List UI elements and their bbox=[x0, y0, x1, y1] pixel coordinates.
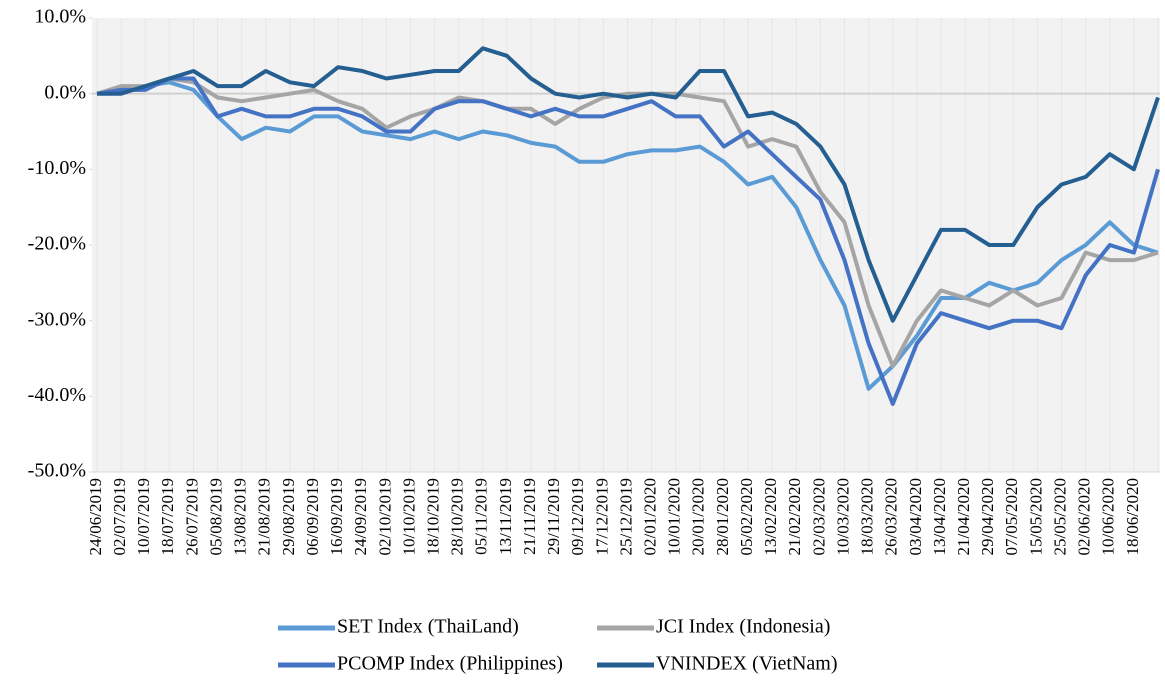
x-tick-label: 02/01/2020 bbox=[641, 478, 660, 555]
x-tick-label: 29/11/2019 bbox=[544, 478, 563, 555]
x-tick-label: 16/09/2019 bbox=[327, 478, 346, 555]
x-tick-label: 18/10/2019 bbox=[423, 478, 442, 555]
series-line bbox=[96, 76, 1160, 406]
y-tick-label: 10.0% bbox=[34, 6, 86, 28]
x-tick-label: 25/05/2020 bbox=[1050, 478, 1069, 555]
y-tick-label: -30.0% bbox=[28, 308, 86, 330]
legend-label: SET Index (ThaiLand) bbox=[337, 616, 519, 638]
x-tick-label: 18/07/2019 bbox=[158, 478, 177, 555]
legend-label: VNINDEX (VietNam) bbox=[656, 653, 838, 675]
x-tick-label: 05/02/2020 bbox=[737, 478, 756, 555]
x-tick-label: 18/06/2020 bbox=[1123, 478, 1142, 555]
y-tick-label: -20.0% bbox=[28, 233, 86, 255]
x-tick-label: 10/06/2020 bbox=[1099, 478, 1118, 555]
x-tick-label: 21/04/2020 bbox=[954, 478, 973, 555]
x-tick-label: 29/04/2020 bbox=[978, 478, 997, 555]
x-tick-label: 02/07/2019 bbox=[110, 478, 129, 555]
x-tick-label: 02/03/2020 bbox=[809, 478, 828, 555]
x-tick-label: 07/05/2020 bbox=[1002, 478, 1021, 555]
x-tick-label: 05/08/2019 bbox=[206, 478, 225, 555]
x-tick-label: 05/11/2019 bbox=[472, 478, 491, 555]
x-tick-label: 24/09/2019 bbox=[351, 478, 370, 555]
series-line bbox=[96, 80, 1159, 391]
x-tick-label: 10/03/2020 bbox=[833, 478, 852, 555]
legend-label: PCOMP Index (Philippines) bbox=[337, 653, 563, 675]
x-tick-label: 09/12/2019 bbox=[568, 478, 587, 555]
x-tick-label: 17/12/2019 bbox=[592, 478, 611, 555]
x-tick-label: 18/03/2020 bbox=[858, 478, 877, 555]
x-tick-label: 06/09/2019 bbox=[303, 478, 322, 555]
x-tick-label: 02/10/2019 bbox=[375, 478, 394, 555]
x-tick-label: 13/11/2019 bbox=[496, 478, 515, 555]
legend-label: JCI Index (Indonesia) bbox=[656, 616, 830, 638]
x-tick-label: 28/10/2019 bbox=[448, 478, 467, 555]
x-tick-label: 26/03/2020 bbox=[882, 478, 901, 555]
y-tick-label: 0.0% bbox=[44, 81, 86, 103]
y-tick-label: -10.0% bbox=[28, 157, 86, 179]
x-tick-label: 28/01/2020 bbox=[713, 478, 732, 555]
x-tick-label: 26/07/2019 bbox=[182, 478, 201, 555]
x-tick-label: 10/10/2019 bbox=[399, 478, 418, 555]
x-tick-label: 10/01/2020 bbox=[665, 478, 684, 555]
y-tick-label: -40.0% bbox=[28, 384, 86, 406]
x-tick-label: 29/08/2019 bbox=[279, 478, 298, 555]
x-tick-label: 24/06/2019 bbox=[86, 478, 105, 555]
x-tick-label: 25/12/2019 bbox=[616, 478, 635, 555]
x-tick-label: 13/08/2019 bbox=[231, 478, 250, 555]
x-tick-label: 21/02/2020 bbox=[785, 478, 804, 555]
x-tick-label: 15/05/2020 bbox=[1026, 478, 1045, 555]
x-tick-label: 20/01/2020 bbox=[689, 478, 708, 555]
x-tick-label: 21/11/2019 bbox=[520, 478, 539, 555]
x-tick-label: 13/04/2020 bbox=[930, 478, 949, 555]
series-line bbox=[96, 76, 1159, 369]
series-line bbox=[97, 46, 1160, 323]
x-tick-label: 13/02/2020 bbox=[761, 478, 780, 555]
y-tick-label: -50.0% bbox=[28, 460, 86, 482]
x-tick-label: 10/07/2019 bbox=[134, 478, 153, 555]
x-tick-label: 03/04/2020 bbox=[906, 478, 925, 555]
x-tick-label: 02/06/2020 bbox=[1075, 478, 1094, 555]
x-tick-label: 21/08/2019 bbox=[255, 478, 274, 555]
